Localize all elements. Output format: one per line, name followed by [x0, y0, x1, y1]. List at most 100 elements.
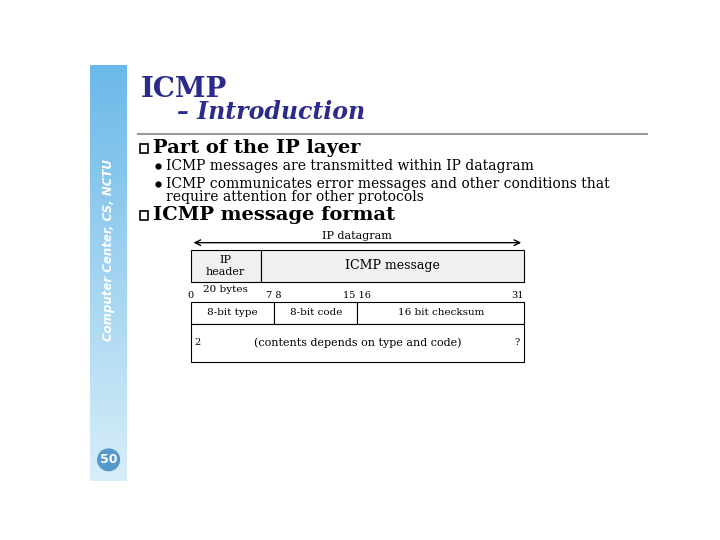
Circle shape [98, 449, 120, 470]
Bar [90, 181, 127, 185]
Text: 7 8: 7 8 [266, 291, 282, 300]
Bar [90, 373, 127, 377]
Bar [140, 144, 148, 153]
Text: 31: 31 [511, 291, 524, 300]
Text: Computer Center, CS, NCTU: Computer Center, CS, NCTU [102, 159, 115, 341]
Bar [90, 248, 127, 252]
Bar [90, 202, 127, 206]
Bar [90, 265, 127, 268]
Bar [90, 190, 127, 194]
Bar [191, 323, 524, 362]
Bar [90, 227, 127, 231]
Text: 8-bit type: 8-bit type [207, 308, 258, 317]
Bar [90, 85, 127, 90]
Bar [90, 235, 127, 239]
Bar [90, 476, 127, 481]
Bar [90, 322, 127, 327]
Text: 8-bit code: 8-bit code [289, 308, 342, 317]
Bar [90, 185, 127, 190]
Bar [90, 314, 127, 319]
Bar [90, 244, 127, 248]
Bar [90, 406, 127, 410]
Text: IP
header: IP header [206, 255, 246, 276]
Bar [90, 277, 127, 281]
Bar [90, 364, 127, 368]
Bar [90, 206, 127, 211]
Bar [90, 348, 127, 352]
Bar [90, 148, 127, 152]
Bar [140, 211, 148, 220]
Bar [90, 98, 127, 102]
Bar [90, 231, 127, 235]
Bar [90, 381, 127, 385]
Text: ICMP messages are transmitted within IP datagram: ICMP messages are transmitted within IP … [166, 159, 534, 173]
Text: ?: ? [515, 338, 520, 347]
Text: 0: 0 [188, 291, 194, 300]
Text: (contents depends on type and code): (contents depends on type and code) [253, 338, 461, 348]
Text: require attention for other protocols: require attention for other protocols [166, 190, 424, 204]
Bar [90, 456, 127, 460]
Bar [90, 402, 127, 406]
Bar [90, 414, 127, 418]
Bar [90, 123, 127, 127]
Bar [90, 77, 127, 82]
Bar [90, 281, 127, 285]
Bar [90, 447, 127, 451]
Bar [90, 165, 127, 168]
Bar [191, 249, 261, 282]
Bar [90, 460, 127, 464]
Bar [90, 368, 127, 373]
Bar [90, 127, 127, 131]
Bar [90, 285, 127, 289]
Bar [90, 335, 127, 339]
Text: ICMP message: ICMP message [345, 259, 440, 272]
Bar [90, 472, 127, 476]
Bar [90, 331, 127, 335]
Bar [90, 310, 127, 314]
Bar [90, 431, 127, 435]
Bar [90, 144, 127, 148]
Bar [90, 198, 127, 202]
Bar [90, 289, 127, 294]
Text: IP datagram: IP datagram [323, 231, 392, 241]
Text: ICMP: ICMP [141, 76, 228, 103]
Text: 20 bytes: 20 bytes [203, 285, 248, 294]
Bar [90, 302, 127, 306]
Bar [90, 111, 127, 114]
Text: 50: 50 [100, 453, 117, 467]
Bar [90, 239, 127, 244]
Bar [90, 294, 127, 298]
Bar [90, 410, 127, 414]
Bar [90, 256, 127, 260]
Bar [90, 223, 127, 227]
Bar [90, 273, 127, 277]
Bar [90, 306, 127, 310]
Text: – Introduction: – Introduction [177, 100, 365, 124]
Bar [191, 302, 274, 323]
Bar [90, 451, 127, 456]
Text: 2: 2 [194, 338, 201, 347]
Bar [90, 319, 127, 322]
Bar [90, 69, 127, 73]
Bar [90, 427, 127, 431]
Bar [90, 439, 127, 443]
Bar [90, 343, 127, 348]
Bar [90, 168, 127, 173]
Bar [90, 73, 127, 77]
Bar [90, 131, 127, 136]
Bar [90, 468, 127, 472]
Bar [90, 377, 127, 381]
Bar [90, 268, 127, 273]
Bar [90, 94, 127, 98]
Bar [90, 260, 127, 265]
Bar [90, 90, 127, 94]
Bar [90, 435, 127, 439]
Bar [261, 249, 524, 282]
Bar [90, 211, 127, 214]
Bar [90, 119, 127, 123]
Text: ICMP message format: ICMP message format [153, 206, 395, 224]
Bar [357, 302, 524, 323]
Bar [90, 65, 127, 69]
Bar [90, 339, 127, 343]
Text: Part of the IP layer: Part of the IP layer [153, 139, 360, 157]
